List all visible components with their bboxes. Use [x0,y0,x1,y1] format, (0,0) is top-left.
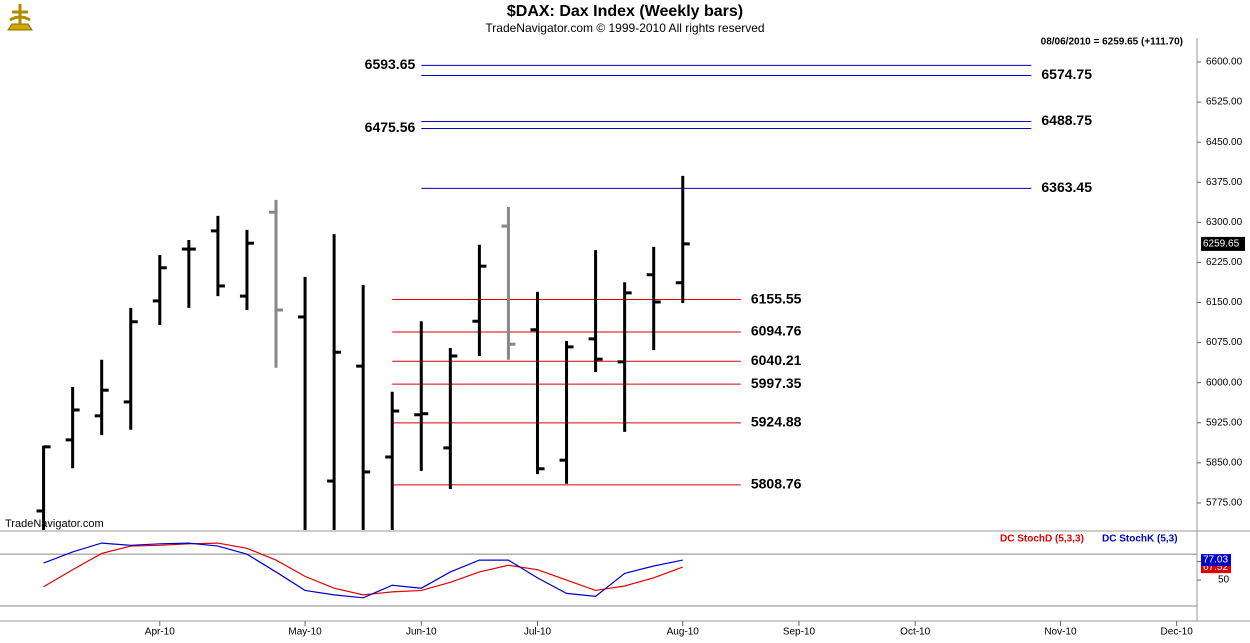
y-tick-label: 5925.00 [1206,417,1243,428]
stoch-line [43,542,683,599]
legend-entry: DC StochD (5,3,3) [1000,534,1084,545]
y-tick-label: 50 [1218,575,1230,586]
x-tick-label: Nov-10 [1044,627,1077,638]
y-tick-label: 6525.00 [1206,97,1243,108]
last-price-box [1201,236,1245,251]
x-tick-label: Jun-10 [406,627,437,638]
x-tick-label: Aug-10 [667,627,700,638]
y-tick-label: 6150.00 [1206,297,1243,308]
chart-title: $DAX: Dax Index (Weekly bars) [507,3,743,20]
x-tick-label: Oct-10 [900,627,930,638]
stoch-line [43,542,683,596]
last-value: 77.03 [1203,555,1228,566]
x-tick-label: May-10 [288,627,322,638]
y-tick-label: 5850.00 [1206,458,1243,469]
y-tick-label: 6375.00 [1206,177,1243,188]
y-tick-label: 6225.00 [1206,257,1243,268]
y-tick-label: 5775.00 [1206,498,1243,509]
y-tick-label: 6075.00 [1206,337,1243,348]
price-plot [36,64,1032,530]
x-tick-label: Apr-10 [145,627,175,638]
level-label: 6593.65 [365,56,416,72]
level-label: 6475.56 [365,119,416,135]
stoch-plot [43,542,683,599]
chart-subtitle: TradeNavigator.com © 1999-2010 All right… [485,21,764,35]
last-price: 6259.65 [1203,239,1240,250]
level-label: 5924.88 [751,414,802,430]
last-value: 67.52 [1203,562,1228,573]
level-label: 6155.55 [751,290,802,306]
x-tick-label: Jul-10 [524,627,552,638]
level-label: 6363.45 [1041,179,1092,195]
y-tick-label: 6600.00 [1206,57,1243,68]
level-label: 5997.35 [751,375,802,391]
y-tick-label: 6450.00 [1206,137,1243,148]
level-label: 5808.76 [751,476,802,492]
y-tick-label: 6000.00 [1206,377,1243,388]
y-tick-label: 6300.00 [1206,217,1243,228]
level-label: 6040.21 [751,352,802,368]
last-value-box [1201,554,1231,567]
level-label: 6488.75 [1041,112,1092,128]
watermark: TradeNavigator.com [5,518,104,530]
frame [0,38,1250,622]
legend-entry: DC StochK (5,3) [1102,534,1178,545]
x-tick-label: Sep-10 [783,627,816,638]
x-tick-label: Dec-10 [1161,627,1194,638]
logo [7,4,33,31]
level-label: 6574.75 [1041,66,1092,82]
level-label: 6094.76 [751,323,802,339]
quote: 08/06/2010 = 6259.65 (+111.70) [1041,37,1183,48]
